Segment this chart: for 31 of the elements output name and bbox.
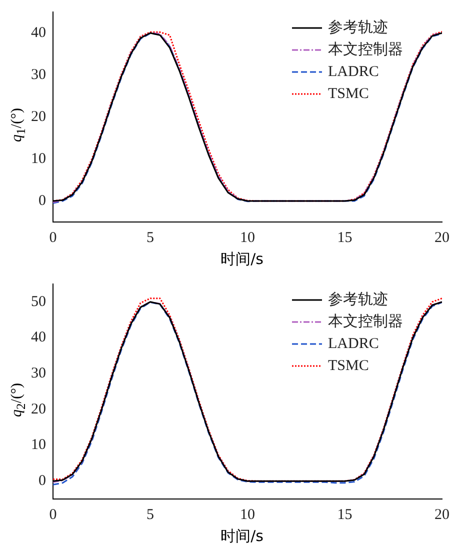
y-tick-label: 40	[31, 24, 46, 41]
x-tick-label: 10	[240, 230, 255, 246]
x-tick-label: 10	[240, 506, 255, 523]
x-tick-label: 20	[434, 230, 450, 246]
legend-label: 本文控制器	[328, 40, 403, 58]
x-tick-label: 15	[337, 506, 352, 523]
y-tick-label: 10	[31, 150, 46, 167]
legend-label: TSMC	[328, 358, 369, 374]
x-tick-label: 5	[146, 506, 154, 523]
x-tick-label: 20	[434, 506, 450, 523]
y-tick-label: 20	[31, 108, 46, 125]
x-tick-label: 0	[49, 506, 57, 523]
legend-label: TSMC	[328, 86, 369, 102]
legend-label: 参考轨迹	[328, 290, 388, 308]
x-tick-label: 15	[337, 230, 352, 246]
legend-label: 参考轨迹	[328, 18, 388, 36]
y-tick-label: 40	[31, 330, 46, 346]
x-tick-label: 5	[146, 230, 154, 246]
y-tick-label: 30	[31, 366, 46, 382]
x-axis-title: 时间/s	[220, 527, 264, 546]
x-tick-label: 0	[49, 230, 57, 246]
y-tick-label: 50	[31, 294, 46, 310]
x-axis-title: 时间/s	[220, 250, 264, 269]
legend-label: LADRC	[328, 336, 379, 352]
y-tick-label: 0	[38, 473, 46, 490]
y-tick-label: 30	[31, 66, 46, 83]
legend-label: 本文控制器	[328, 312, 403, 330]
y-tick-label: 10	[31, 437, 46, 454]
y-tick-label: 0	[38, 192, 46, 209]
legend-label: LADRC	[328, 64, 379, 80]
y-tick-label: 20	[31, 401, 46, 418]
